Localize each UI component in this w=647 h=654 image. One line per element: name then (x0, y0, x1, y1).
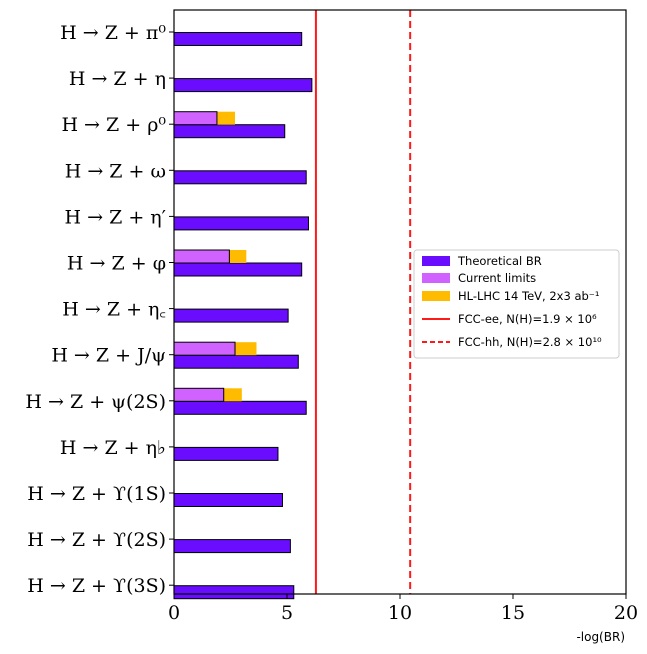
category-label-cat-11: H → Z + ϒ(2S) (27, 529, 166, 551)
legend-swatch-hl-lhc (422, 291, 450, 301)
category-labels-layer: H → Z + π⁰ H → Z + η H → Z + ρ⁰ H → Z + ω H … (25, 22, 166, 597)
legend: Theoretical BR Current limits HL-LHC 14 … (413, 249, 620, 359)
bars-layer (173, 32, 313, 600)
category-label-cat-1: H → Z + η (69, 68, 166, 90)
category-label-cat-12: H → Z + ϒ(3S) (27, 575, 166, 597)
bar-theoretical-cat-7 (173, 354, 299, 369)
category-label-cat-6: H → Z + η꜀ (62, 299, 166, 321)
x-axis-title: -log(BR) (576, 630, 625, 644)
bar-current-limit-cat-8 (173, 387, 225, 402)
bar-theoretical-cat-12 (173, 585, 295, 600)
bar-current-limit-cat-5 (173, 249, 230, 264)
legend-label-hl-lhc: HL-LHC 14 TeV, 2x3 ab⁻¹ (458, 289, 599, 303)
x-tick-label-20: 20 (614, 602, 638, 624)
category-label-cat-10: H → Z + ϒ(1S) (27, 483, 166, 505)
bar-current-limit-cat-2 (173, 111, 218, 126)
bar-theoretical-cat-11 (173, 539, 291, 554)
category-label-cat-9: H → Z + η♭ (60, 437, 166, 459)
x-tick-label-10: 10 (388, 602, 412, 624)
bar-theoretical-cat-1 (173, 78, 313, 93)
legend-label-fcc-hh: FCC-hh, N(H)=2.8 × 10¹⁰ (458, 335, 602, 349)
x-ticks-layer: 0 5 10 15 20 (168, 31, 638, 624)
bar-theoretical-cat-9 (173, 446, 279, 461)
bar-theoretical-cat-10 (173, 493, 283, 507)
category-label-cat-0: H → Z + π⁰ (60, 22, 166, 44)
bar-theoretical-cat-3 (173, 170, 307, 185)
bar-theoretical-cat-8 (173, 400, 307, 415)
category-label-cat-2: H → Z + ρ⁰ (61, 114, 166, 136)
category-label-cat-4: H → Z + η′ (65, 206, 166, 228)
bar-theoretical-cat-4 (173, 216, 309, 231)
legend-label-theoretical: Theoretical BR (457, 254, 542, 268)
x-tick-label-15: 15 (501, 602, 525, 624)
bar-theoretical-cat-0 (173, 32, 303, 46)
bar-theoretical-cat-6 (173, 308, 289, 323)
category-label-cat-5: H → Z + φ (67, 253, 166, 275)
category-label-cat-7: H → Z + J/ψ (51, 345, 166, 367)
reference-lines-layer (314, 10, 412, 594)
x-tick-label-0: 0 (168, 602, 180, 624)
legend-swatch-theoretical (422, 256, 450, 266)
legend-swatch-current-limits (422, 273, 450, 283)
bar-current-limit-cat-7 (173, 341, 236, 356)
category-label-cat-8: H → Z + ψ(2S) (25, 391, 166, 413)
legend-label-current-limits: Current limits (458, 271, 536, 285)
bar-theoretical-cat-2 (173, 124, 286, 139)
bar-theoretical-cat-5 (173, 262, 303, 277)
legend-box (413, 249, 620, 359)
x-tick-label-5: 5 (281, 602, 293, 624)
legend-label-fcc-ee: FCC-ee, N(H)=1.9 × 10⁶ (458, 312, 597, 326)
category-label-cat-3: H → Z + ω (65, 160, 166, 182)
